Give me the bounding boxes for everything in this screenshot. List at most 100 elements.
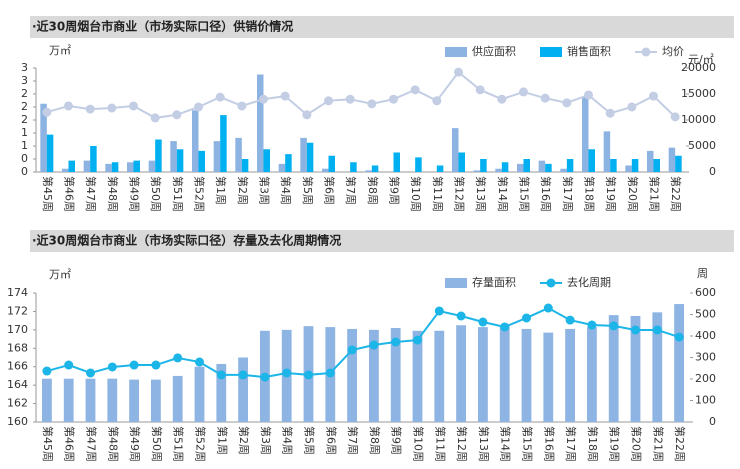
x-tick-label: 第6周	[324, 426, 338, 455]
bar	[328, 155, 335, 172]
bar	[560, 168, 567, 172]
line-marker	[587, 320, 597, 330]
title-band	[30, 230, 734, 252]
line-marker	[151, 360, 161, 370]
x-tick-label: 第48周	[106, 176, 120, 212]
x-tick-label: 第5周	[303, 426, 317, 455]
bar	[588, 149, 595, 172]
y2-tick-label: 500	[695, 308, 716, 321]
x-tick-label: 第10周	[409, 176, 423, 212]
x-tick-label: 第12周	[455, 426, 469, 462]
bar	[371, 165, 379, 172]
y-tick-label: 0	[21, 165, 28, 178]
line-marker	[670, 112, 680, 122]
bar	[322, 168, 329, 172]
bar	[517, 163, 524, 172]
y2-tick-label: 400	[695, 329, 716, 342]
legend-swatch	[445, 278, 467, 288]
x-tick-label: 第16周	[542, 426, 556, 462]
y-tick-label: 2	[21, 113, 28, 126]
x-tick-label: 第48周	[106, 426, 120, 462]
bar	[458, 152, 465, 172]
bar	[148, 160, 156, 172]
bar	[172, 375, 183, 422]
y-tick-label: 168	[7, 341, 28, 354]
line-marker	[85, 104, 95, 114]
x-tick-label: 第45周	[41, 176, 55, 212]
bar	[565, 328, 576, 422]
bar	[521, 328, 532, 422]
x-tick-label: 第14周	[499, 426, 513, 462]
x-tick-label: 第2周	[236, 176, 250, 205]
line-marker	[389, 94, 398, 104]
y-tick-label: 162	[7, 397, 28, 410]
line-marker	[540, 93, 550, 103]
x-tick-label: 第4周	[279, 176, 293, 205]
y2-tick-label: 0	[709, 165, 716, 178]
x-tick-label: 第51周	[171, 176, 185, 212]
line	[46, 70, 676, 119]
bar	[278, 163, 286, 172]
line-marker	[172, 110, 182, 120]
bar	[653, 159, 660, 172]
y2-tick-label: 0	[709, 415, 716, 428]
x-tick-label: 第13周	[474, 176, 488, 212]
bar	[192, 110, 199, 172]
title-band	[30, 16, 734, 38]
bar	[415, 157, 422, 172]
bar	[473, 170, 481, 172]
bar	[368, 329, 379, 422]
bar	[90, 146, 97, 172]
line-marker	[173, 353, 183, 363]
line-marker	[216, 370, 226, 380]
line-marker	[562, 98, 572, 108]
x-tick-label: 第1周	[214, 176, 228, 205]
line-marker	[280, 91, 290, 101]
x-tick-label: 第16周	[539, 176, 553, 212]
legend-swatch	[641, 47, 651, 57]
bar	[545, 163, 552, 172]
line-marker	[631, 325, 640, 335]
bar	[603, 131, 611, 172]
bar	[610, 159, 617, 172]
x-tick-label: 第51周	[172, 426, 186, 462]
y-tick-label: 170	[7, 323, 28, 336]
x-tick-label: 第3周	[258, 176, 272, 205]
bar	[393, 152, 400, 172]
y-tick-label: 0	[21, 152, 28, 165]
line-marker	[609, 321, 619, 331]
bar	[41, 378, 52, 422]
bar	[105, 163, 112, 172]
line-marker	[627, 102, 637, 112]
line-marker	[260, 372, 270, 382]
x-tick-label: 第1周	[215, 426, 229, 455]
x-tick-label: 第52周	[193, 176, 207, 212]
x-tick-label: 第19周	[604, 176, 618, 212]
y-tick-label: 164	[7, 378, 28, 391]
x-tick-label: 第9周	[388, 176, 402, 205]
x-tick-label: 第7周	[346, 426, 360, 455]
y-tick-label: 172	[7, 304, 28, 317]
bar	[495, 168, 502, 172]
x-tick-label: 第11周	[433, 426, 447, 462]
x-tick-label: 第21周	[651, 426, 665, 462]
bar	[46, 134, 54, 172]
line-marker	[237, 101, 247, 111]
bar	[480, 159, 487, 172]
bar	[127, 162, 134, 172]
line-marker	[434, 306, 444, 316]
legend-label: 均价	[662, 45, 684, 58]
x-tick-label: 第8周	[366, 176, 380, 205]
bar	[586, 327, 597, 422]
bar	[631, 159, 639, 172]
bar	[68, 160, 75, 172]
x-tick-label: 第49周	[128, 426, 142, 462]
y-tick-label: 174	[7, 286, 28, 299]
bar	[62, 168, 69, 172]
y-tick-label: 3	[21, 61, 28, 74]
y-tick-label: 1	[21, 126, 28, 139]
x-tick-label: 第21周	[648, 176, 662, 212]
bar	[436, 165, 444, 172]
line-marker	[649, 91, 658, 101]
x-tick-label: 第2周	[237, 426, 251, 455]
